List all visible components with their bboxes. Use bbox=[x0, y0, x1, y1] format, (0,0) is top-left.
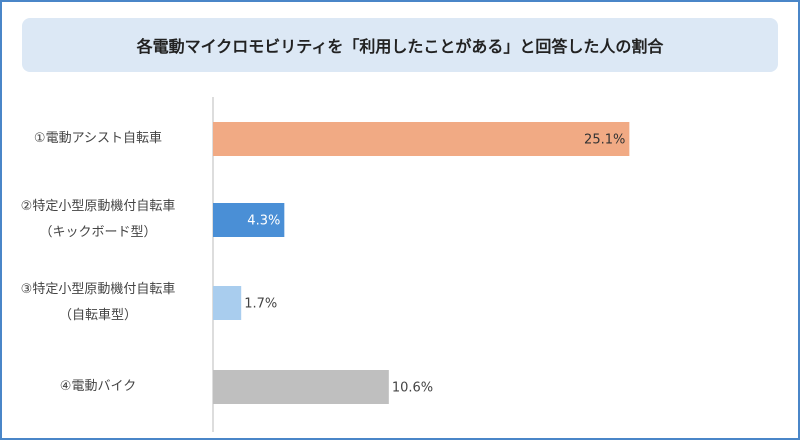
value-label: 4.3% bbox=[247, 214, 280, 229]
value-label: 1.7% bbox=[244, 297, 277, 312]
category-label: ④電動バイク bbox=[59, 379, 137, 394]
bar bbox=[213, 286, 242, 320]
value-label: 10.6% bbox=[392, 381, 433, 396]
value-label: 25.1% bbox=[584, 133, 625, 148]
chart-title: 各電動マイクロモビリティを「利用したことがある」と回答した人の割合 bbox=[22, 18, 778, 72]
bar bbox=[213, 122, 630, 156]
bar bbox=[213, 370, 389, 404]
category-label: ②特定小型原動機付自転車 （キックボード型） bbox=[20, 199, 176, 240]
bar bbox=[213, 203, 285, 237]
category-label: ①電動アシスト自転車 bbox=[33, 131, 163, 146]
category-label: ③特定小型原動機付自転車 （自転車型） bbox=[20, 282, 176, 323]
